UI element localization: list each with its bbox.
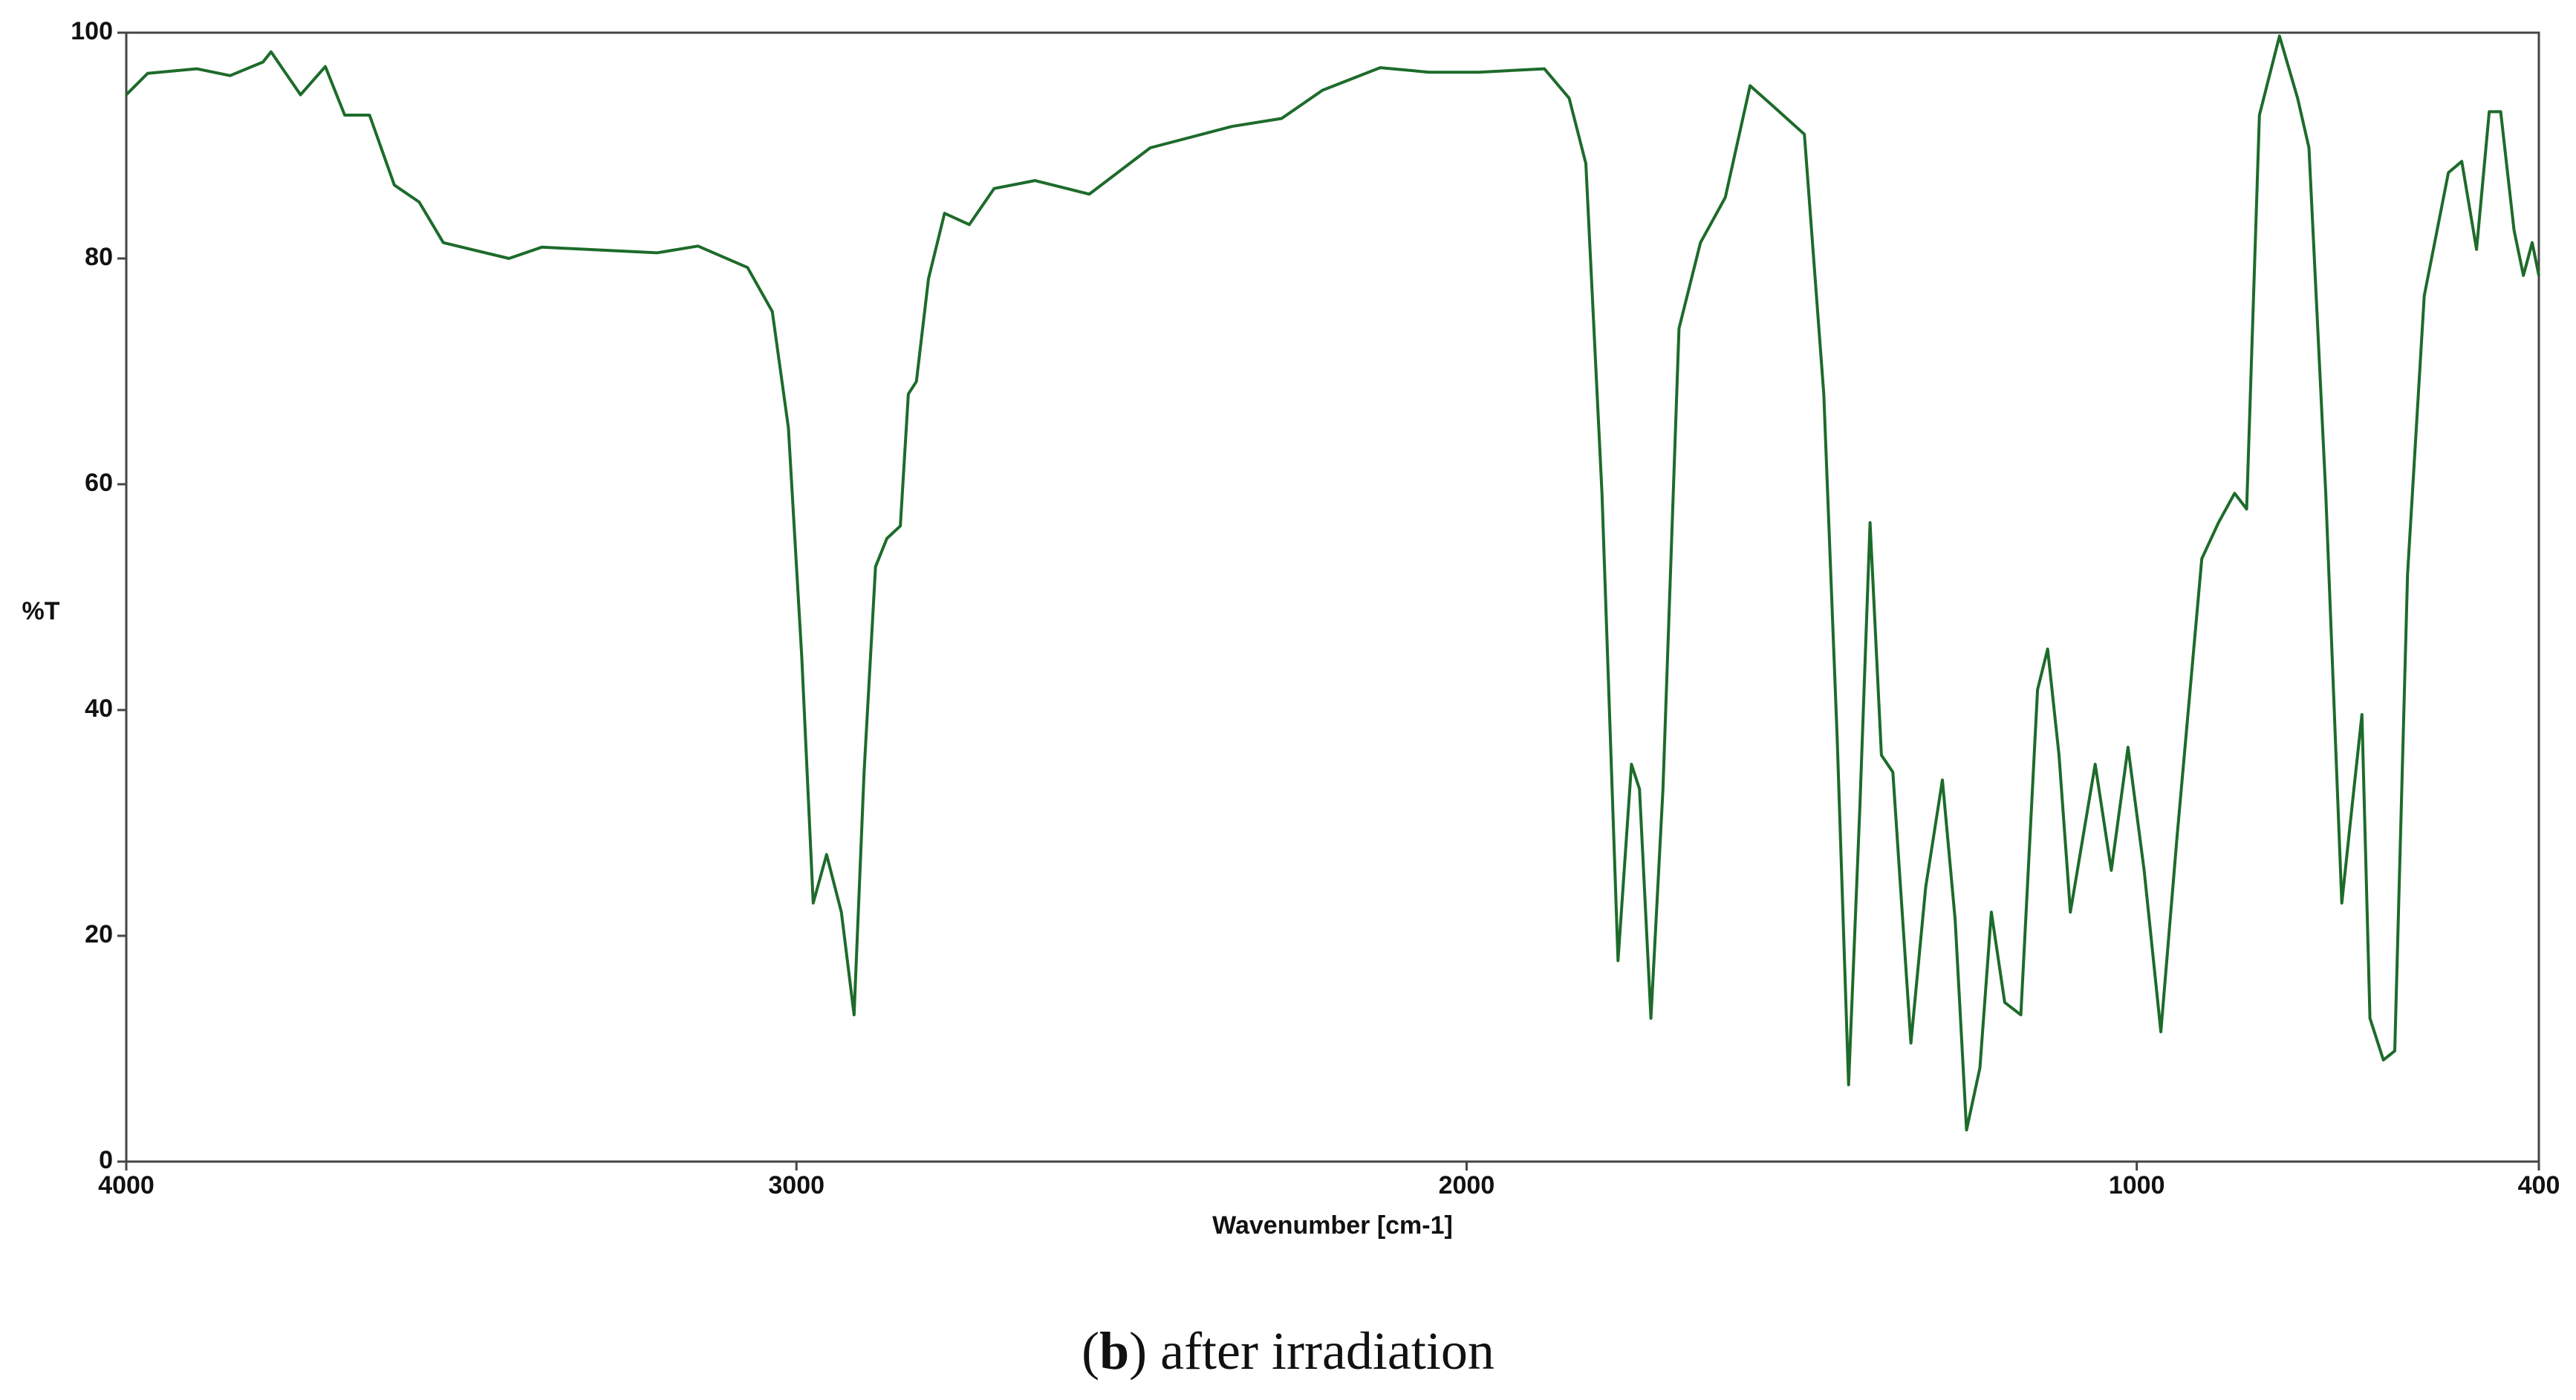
x-axis-label: Wavenumber [cm-1] [1212, 1211, 1453, 1240]
caption-part: b [1099, 1321, 1129, 1381]
plot-frame [125, 31, 2540, 1163]
y-axis-label: %T [22, 597, 60, 625]
caption: (b) after irradiation [1082, 1321, 1494, 1381]
x-tick-label: 3000 [768, 1171, 824, 1199]
y-tick-label: 60 [85, 469, 113, 497]
y-tick-label: 40 [85, 694, 113, 723]
y-tick-label: 80 [85, 243, 113, 271]
x-tick-label: 2000 [1439, 1171, 1495, 1199]
y-tick-label: 20 [85, 920, 113, 948]
caption-part: ( [1082, 1321, 1099, 1381]
x-tick-label: 400 [2518, 1171, 2560, 1199]
x-tick-label: 4000 [98, 1171, 155, 1199]
x-tick-label: 1000 [2109, 1171, 2165, 1199]
y-tick-label: 100 [71, 17, 113, 45]
caption-part: ) after irradiation [1129, 1321, 1494, 1381]
y-tick-label: 0 [99, 1146, 113, 1174]
spectrum-line [125, 34, 2540, 1132]
